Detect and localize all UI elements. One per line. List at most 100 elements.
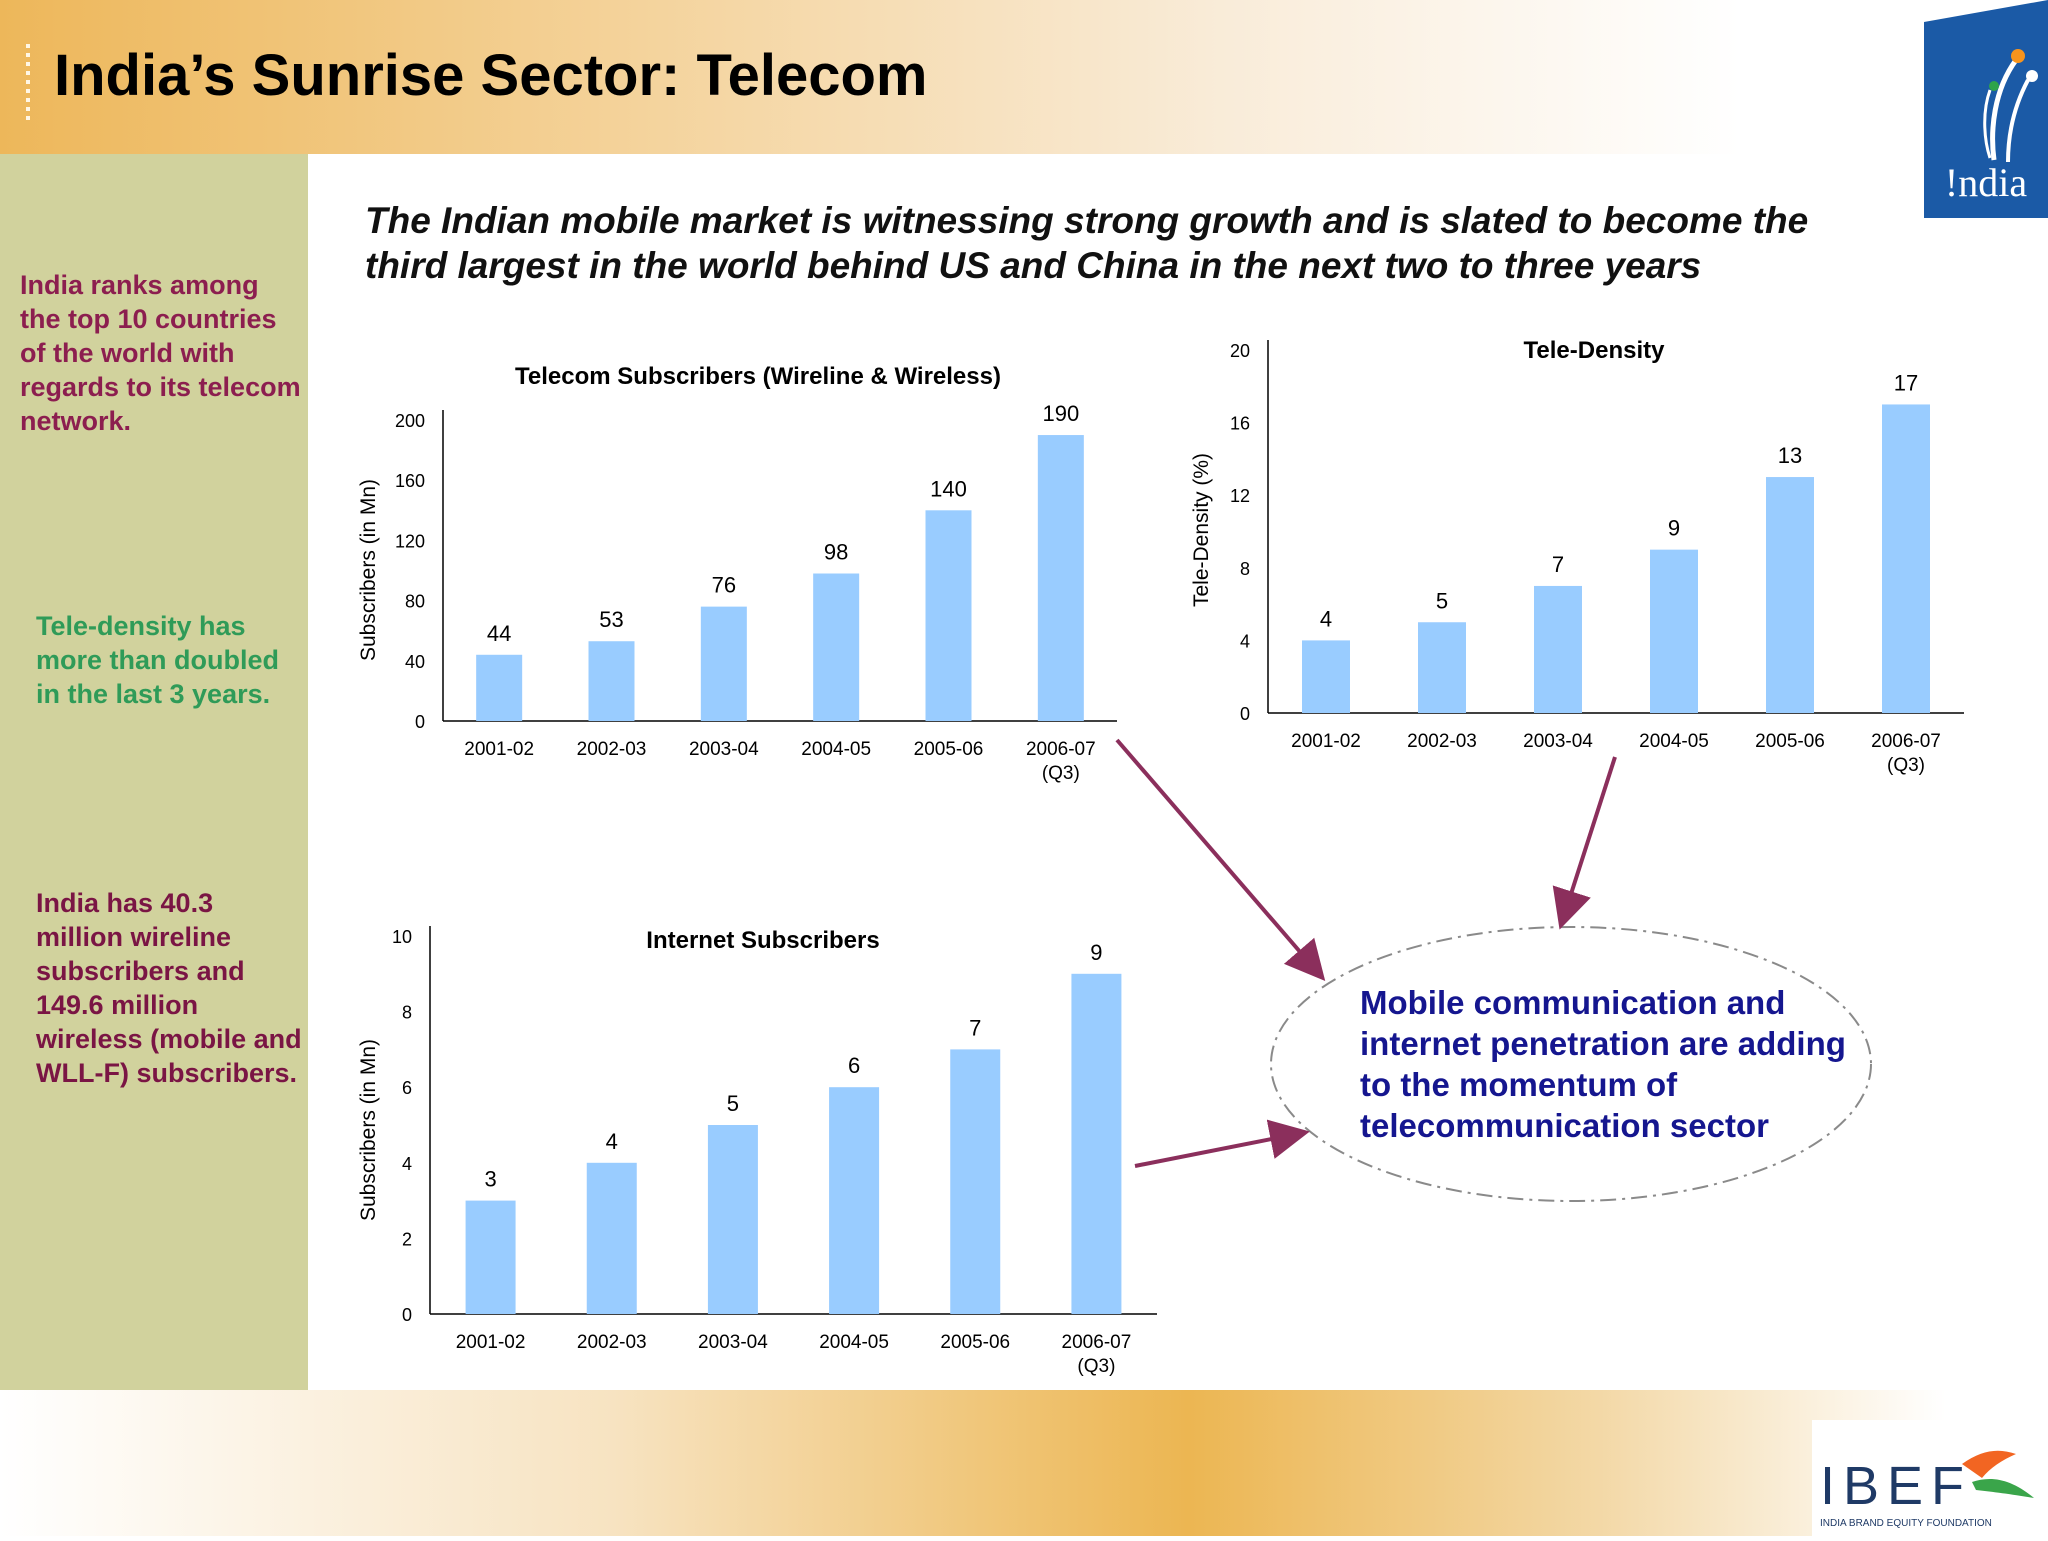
india-logo-text: !ndia (1945, 160, 2027, 205)
data-label: 98 (824, 540, 848, 565)
y-tick-label: 0 (402, 1305, 412, 1325)
x-tick-label: 2004-05 (819, 1332, 889, 1353)
data-label: 4 (606, 1129, 618, 1154)
chart-title: Telecom Subscribers (Wireline & Wireless… (515, 363, 1001, 390)
bar (1534, 585, 1582, 713)
y-tick-label: 12 (1230, 486, 1250, 506)
callout-text: Mobile communication and internet penetr… (1360, 984, 1846, 1144)
x-tick-label: 2003-04 (1523, 731, 1593, 752)
x-tick-label: 2001-02 (456, 1332, 526, 1353)
arrow-from-internet-chart (1134, 1119, 1310, 1168)
india-logo-graphic: !ndia (1924, 0, 2048, 218)
y-tick-label: 4 (1240, 631, 1250, 651)
x-tick-label: 2002-03 (1407, 731, 1477, 752)
header-dots-decoration (26, 44, 30, 120)
y-tick-label: 120 (395, 531, 425, 551)
bar (588, 641, 635, 721)
arrow-from-telecom-chart (1115, 738, 1326, 982)
data-label: 4 (1320, 606, 1332, 631)
data-label: 6 (848, 1053, 860, 1078)
y-tick-label: 10 (392, 927, 412, 947)
telecom-subscribers-chart-svg: Telecom Subscribers (Wireline & Wireless… (357, 363, 1117, 784)
bar (950, 1049, 1001, 1314)
data-label: 17 (1894, 370, 1918, 395)
bar (700, 606, 747, 721)
x-tick-label: 2006-07 (Q3) (1871, 731, 1941, 776)
x-tick-label: 2003-04 (689, 739, 759, 760)
bar (1882, 404, 1930, 713)
data-label: 7 (969, 1015, 981, 1040)
x-tick-label: 2002-03 (577, 1332, 647, 1353)
x-tick-label: 2005-06 (914, 739, 984, 760)
y-tick-label: 8 (402, 1003, 412, 1023)
header-band: India’s Sunrise Sector: Telecom (0, 0, 2048, 154)
data-label: 44 (487, 621, 511, 646)
india-brand-logo: !ndia (1924, 0, 2048, 218)
sidebar-note-subscribers: India has 40.3 million wireline subscrib… (36, 888, 302, 1088)
ibef-logo: IBEF INDIA BRAND EQUITY FOUNDATION (1812, 1420, 2048, 1536)
bar (586, 1162, 637, 1314)
bar (1071, 973, 1122, 1314)
data-label: 9 (1090, 940, 1102, 965)
x-tick-label: 2004-05 (1639, 731, 1709, 752)
bar (925, 510, 972, 721)
y-tick-label: 160 (395, 471, 425, 491)
bar (1302, 640, 1350, 713)
data-label: 76 (712, 573, 736, 598)
internet-subscribers-chart-svg: Internet Subscribers Subscribers (in Mn) 0… (357, 926, 1157, 1377)
y-tick-label: 80 (405, 592, 425, 612)
chart-title: Tele-Density (1524, 337, 1666, 364)
ibef-logo-text: IBEF (1820, 1456, 1972, 1516)
bar (829, 1087, 880, 1314)
y-tick-label: 6 (402, 1078, 412, 1098)
sidebar-note-rank: India ranks among the top 10 countries o… (20, 270, 301, 436)
page-title: India’s Sunrise Sector: Telecom (54, 43, 928, 108)
x-tick-label: 2006-07 (Q3) (1062, 1332, 1132, 1377)
internet-subscribers-chart: Internet Subscribers Subscribers (in Mn) 0… (345, 910, 1165, 1390)
y-tick-label: 200 (395, 411, 425, 431)
data-label: 53 (599, 607, 623, 632)
y-tick-label: 16 (1230, 414, 1250, 434)
footer-band (0, 1390, 2048, 1536)
bar (1650, 549, 1698, 713)
sidebar-panel: India ranks among the top 10 countries o… (0, 154, 308, 1390)
arrow-from-teledensity-chart (1552, 756, 1617, 930)
bar (1766, 477, 1814, 713)
bar (465, 1200, 516, 1314)
x-tick-label: 2004-05 (801, 739, 871, 760)
data-label: 190 (1042, 401, 1079, 426)
y-tick-label: 4 (402, 1154, 412, 1174)
data-label: 9 (1668, 516, 1680, 541)
y-tick-label: 0 (1240, 704, 1250, 724)
data-label: 7 (1552, 552, 1564, 577)
ibef-logo-tagline: INDIA BRAND EQUITY FOUNDATION (1820, 1518, 1992, 1529)
data-label: 13 (1778, 443, 1802, 468)
y-tick-label: 40 (405, 652, 425, 672)
x-tick-label: 2003-04 (698, 1332, 768, 1353)
y-tick-label: 2 (402, 1229, 412, 1249)
y-axis-label: Subscribers (in Mn) (357, 479, 380, 661)
y-tick-label: 0 (415, 712, 425, 732)
chart-title: Internet Subscribers (646, 927, 879, 954)
x-tick-label: 2005-06 (940, 1332, 1010, 1353)
bar (707, 1125, 758, 1314)
tele-density-chart-svg: Tele-Density Tele-Density (%) 0 4 8 12 16 20 4 20… (1190, 337, 1964, 776)
x-tick-label: 2006-07 (Q3) (1026, 739, 1096, 784)
bar (476, 654, 523, 721)
tele-density-chart: Tele-Density Tele-Density (%) 0 4 8 12 16 20 4 20… (1180, 330, 1970, 800)
x-tick-label: 2001-02 (1291, 731, 1361, 752)
bar (1037, 435, 1084, 721)
y-axis-label: Tele-Density (%) (1190, 453, 1213, 607)
ibef-logo-graphic: IBEF INDIA BRAND EQUITY FOUNDATION (1812, 1420, 2048, 1536)
data-label: 140 (930, 476, 967, 501)
telecom-subscribers-chart: Telecom Subscribers (Wireline & Wireless… (345, 355, 1135, 805)
y-tick-label: 20 (1230, 341, 1250, 361)
x-tick-label: 2001-02 (464, 739, 534, 760)
data-label: 5 (727, 1091, 739, 1116)
data-label: 5 (1436, 588, 1448, 613)
slide-subtitle: The Indian mobile market is witnessing s… (365, 200, 1809, 286)
sidebar-note-teledensity: Tele-density has more than doubled in th… (36, 611, 279, 709)
bar (1418, 622, 1466, 713)
y-axis-label: Subscribers (in Mn) (357, 1039, 380, 1221)
